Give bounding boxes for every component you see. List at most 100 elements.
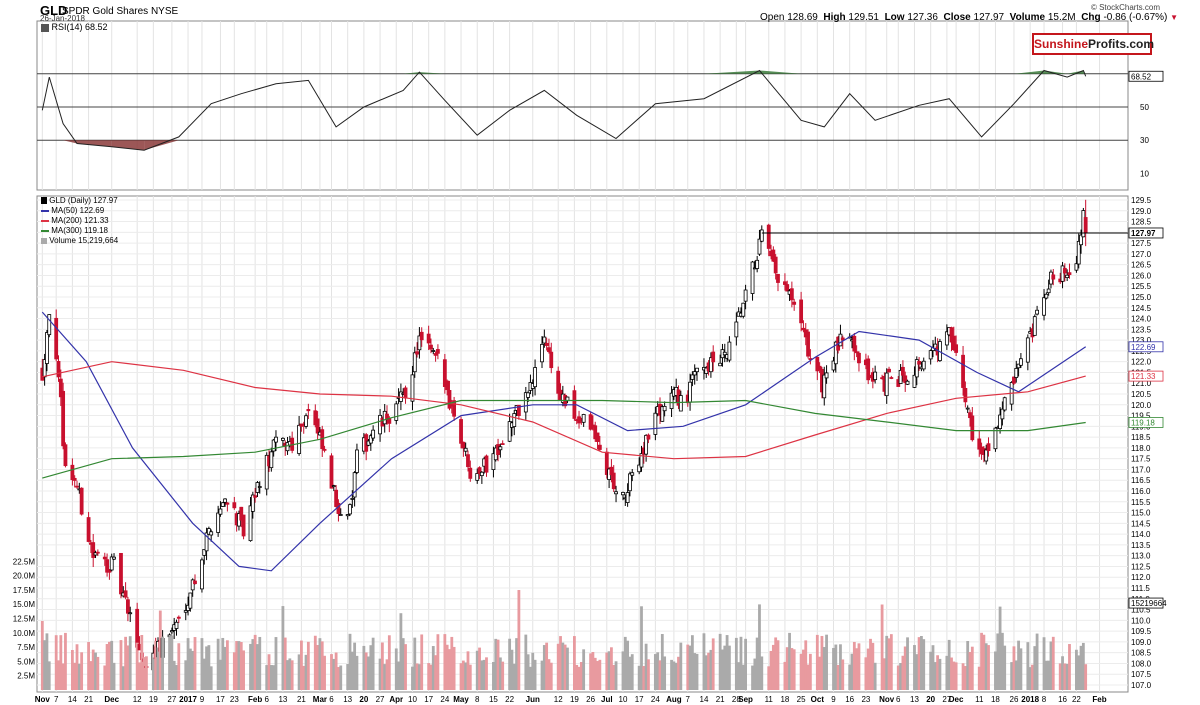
- x-tick-label: 6: [896, 695, 901, 704]
- candle-body: [394, 403, 399, 421]
- volume-bar: [707, 652, 710, 690]
- candle-body: [426, 333, 431, 344]
- price-tick-label: 129.5: [1131, 196, 1152, 205]
- x-tick-label: Jul: [601, 695, 613, 704]
- volume-bar: [1003, 645, 1007, 690]
- candle-body: [630, 472, 635, 476]
- volume-bar: [531, 652, 535, 690]
- price-tick-label: 109.0: [1131, 638, 1152, 647]
- volume-bar: [582, 649, 586, 690]
- rsi-tick-label: 30: [1140, 136, 1149, 145]
- candle-body: [944, 331, 949, 346]
- volume-bar: [723, 645, 727, 690]
- candle-body: [58, 378, 63, 398]
- volume-bar: [429, 664, 433, 690]
- volume-bar: [362, 645, 366, 690]
- price-tick-label: 112.0: [1131, 573, 1151, 582]
- volume-bar: [623, 636, 627, 690]
- volume-bar: [896, 665, 900, 690]
- volume-tick-label: 10.0M: [13, 629, 36, 638]
- candle-body: [484, 455, 489, 473]
- volume-bar: [873, 662, 877, 690]
- volume-bar: [188, 648, 192, 690]
- volume-bar: [177, 643, 181, 690]
- volume-bar: [670, 659, 673, 690]
- x-tick-label: 28: [732, 695, 741, 704]
- candle-body: [968, 412, 972, 419]
- x-tick-label: 20: [359, 695, 368, 704]
- candle-body: [993, 427, 998, 450]
- volume-bar: [205, 646, 208, 690]
- candle-body: [500, 443, 505, 445]
- volume-tick-label: 20.0M: [13, 572, 36, 581]
- candle-body: [368, 435, 373, 444]
- volume-bar: [320, 641, 324, 690]
- volume-bar: [350, 651, 354, 690]
- x-tick-label: 7: [686, 695, 691, 704]
- volume-bar: [637, 665, 641, 690]
- volume-bar: [249, 643, 252, 690]
- volume-bar: [265, 665, 269, 690]
- x-tick-label: 16: [1058, 695, 1067, 704]
- volume-bar: [573, 636, 576, 690]
- ma300-value-tag-box: [1128, 417, 1164, 428]
- volume-bar: [883, 658, 886, 690]
- candle-body: [646, 434, 651, 440]
- volume-bar: [679, 642, 683, 690]
- candle-body: [644, 434, 649, 455]
- candle-body: [1042, 297, 1046, 316]
- volume-bar: [1065, 663, 1069, 690]
- candle-body: [355, 449, 359, 473]
- volume-bar: [394, 648, 398, 690]
- candle-icon: [41, 197, 47, 205]
- volume-bar: [704, 655, 708, 690]
- x-tick-label: 17: [635, 695, 644, 704]
- volume-bar: [984, 643, 988, 690]
- x-tick-label: 10: [619, 695, 628, 704]
- volume-bar: [501, 661, 505, 690]
- volume-bar: [885, 635, 889, 690]
- candle-body: [452, 400, 457, 417]
- candle-body: [951, 335, 956, 351]
- legend-ma300-text: MA(300) 119.18: [51, 226, 109, 235]
- candle-body: [771, 249, 776, 262]
- volume-bar: [515, 638, 518, 690]
- candle-body: [759, 229, 764, 242]
- candle-body: [887, 368, 891, 373]
- price-tick-label: 111.5: [1131, 584, 1150, 593]
- x-tick-label: 21: [297, 695, 306, 704]
- volume-bar: [170, 635, 174, 690]
- candle-body: [239, 506, 244, 521]
- candle-body: [690, 374, 695, 380]
- volume-bar: [524, 634, 528, 690]
- x-tick-label: Dec: [949, 695, 964, 704]
- volume-bar: [108, 641, 111, 690]
- volume-bar: [223, 646, 227, 690]
- candle-body: [107, 569, 112, 573]
- volume-bar: [45, 633, 49, 690]
- low-label: Low: [884, 12, 905, 23]
- candle-body: [412, 352, 417, 373]
- ma300-swatch-icon: [41, 229, 49, 232]
- x-tick-label: 2017: [179, 695, 197, 704]
- volume-bar: [121, 666, 125, 690]
- volume-bar: [952, 661, 956, 690]
- price-tick-label: 108.5: [1131, 649, 1152, 658]
- ma300-value-tag: 119.18: [1131, 418, 1155, 427]
- candle-body: [225, 502, 230, 505]
- volume-bar: [596, 661, 599, 690]
- x-tick-label: 17: [216, 695, 225, 704]
- legend-title-text: GLD (Daily) 127.97: [49, 196, 118, 205]
- candle-body: [174, 621, 179, 629]
- volume-bar: [161, 636, 165, 690]
- volume-bar: [864, 657, 868, 690]
- candle-body: [614, 491, 618, 495]
- rsi-value-tag-box: [1128, 70, 1164, 82]
- volume-bar: [579, 662, 583, 690]
- volume-bar: [755, 637, 759, 690]
- volume-tick-label: 2.5M: [17, 672, 35, 681]
- x-tick-label: 20: [926, 695, 935, 704]
- close-label: Close: [943, 12, 971, 23]
- candle-body: [1014, 368, 1019, 378]
- candle-body: [544, 342, 549, 346]
